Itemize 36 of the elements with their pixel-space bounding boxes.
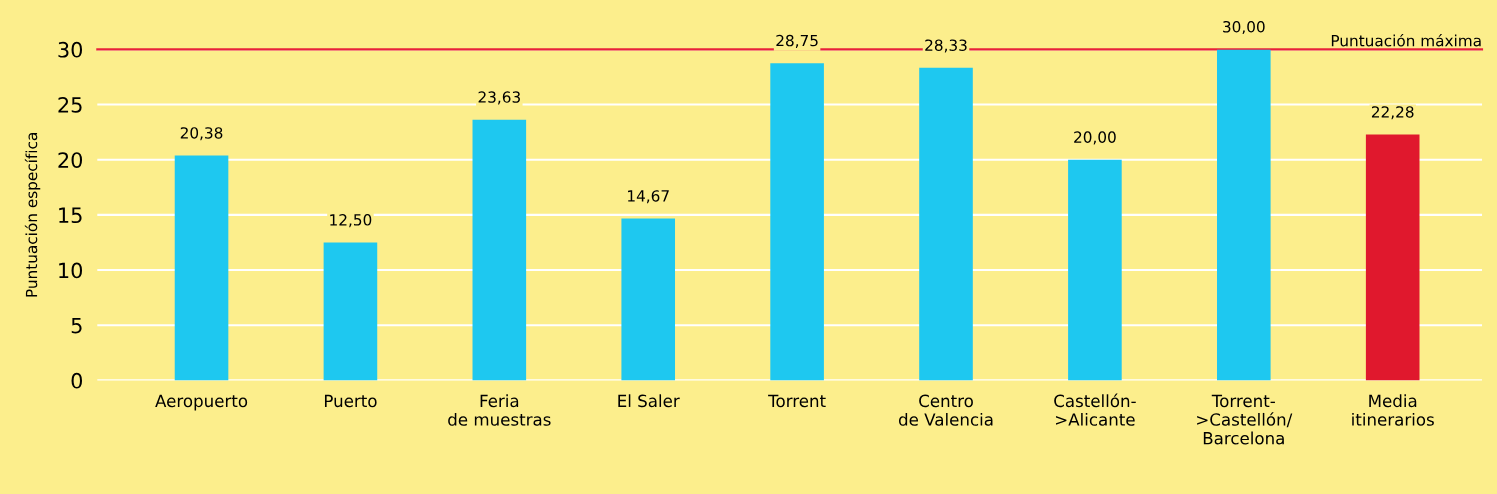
x-tick-label: Media itinerarios <box>1352 394 1434 426</box>
bar <box>174 155 229 381</box>
data-label: 23,63 <box>478 91 520 105</box>
y-tick-label: 5 <box>71 317 82 334</box>
data-label: 20,38 <box>180 127 223 141</box>
bar <box>621 218 676 381</box>
bar <box>1365 134 1420 381</box>
x-tick-label: Aeropuerto <box>155 394 248 411</box>
y-tick-label: 0 <box>71 372 83 389</box>
x-tick-label: Castellón- >Alicante <box>1054 393 1136 426</box>
y-tick-label: 15 <box>59 207 82 224</box>
bar <box>1217 49 1271 381</box>
data-label: 22,28 <box>1371 106 1414 120</box>
data-label: 28,33 <box>925 39 967 53</box>
data-label: 14,67 <box>628 190 669 204</box>
x-tick-label: Torrent <box>768 394 826 408</box>
x-tick-label: Torrent- >Castellón/ Barcelona <box>1197 394 1293 445</box>
data-label: 28,75 <box>776 34 818 48</box>
bar <box>770 63 824 381</box>
x-tick-label: Puerto <box>324 394 377 408</box>
bar <box>472 119 527 381</box>
y-tick-label: 20 <box>58 152 83 168</box>
x-tick-label: Centro de Valencia <box>898 394 993 426</box>
y-tick-label: 30 <box>58 41 83 58</box>
y-tick-label: 25 <box>58 97 82 113</box>
ref-line-label: Puntuación máxima <box>1331 34 1481 47</box>
data-label: 30,00 <box>1223 20 1265 35</box>
bar <box>919 67 973 381</box>
bar <box>323 242 378 381</box>
bar <box>1068 159 1122 381</box>
data-label: 12,50 <box>330 214 372 228</box>
x-tick-label: Feria de muestras <box>448 394 551 426</box>
y-axis-title: Puntuación específica <box>24 133 41 297</box>
data-label: 20,00 <box>1074 131 1116 145</box>
y-tick-label: 10 <box>59 262 83 279</box>
x-tick-label: El Saler <box>618 394 680 408</box>
